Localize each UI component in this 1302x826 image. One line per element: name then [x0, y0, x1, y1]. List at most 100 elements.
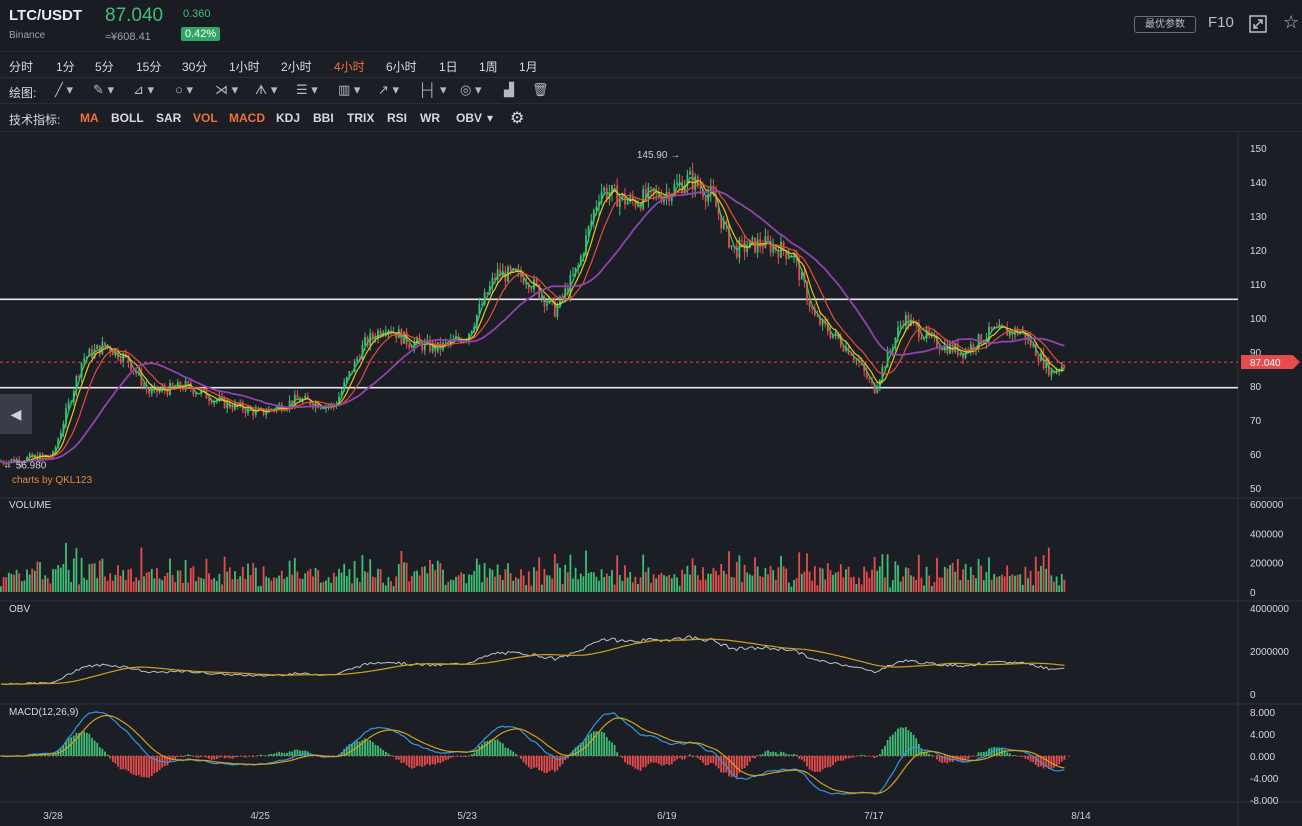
candle-body-49	[127, 355, 130, 363]
volume-bar-173	[449, 579, 452, 592]
volume-bar-197	[512, 580, 515, 592]
interval-5[interactable]: 1小时	[229, 60, 260, 74]
interval-7[interactable]: 4小时	[334, 60, 365, 74]
candle-body-212	[551, 297, 554, 300]
optimal-params-button[interactable]: 最优参数	[1134, 16, 1196, 33]
interval-11[interactable]: 1月	[519, 60, 538, 74]
gear-icon[interactable]: ⚙	[510, 110, 525, 127]
volume-bar-335	[871, 569, 873, 592]
gann-tool-icon[interactable]: ▥ ▾	[338, 82, 361, 97]
macd-hist-319	[829, 756, 832, 768]
macd-hist-276	[717, 756, 720, 769]
indicator-rsi[interactable]: RSI	[387, 111, 408, 125]
interval-4[interactable]: 30分	[182, 60, 208, 74]
macd-hist-251	[652, 756, 655, 763]
measure-tool-icon[interactable]: ├┤ ▾	[418, 82, 447, 97]
indicator-boll[interactable]: BOLL	[111, 111, 144, 125]
volume-bar-310	[806, 553, 808, 592]
indicator-bar: 技术指标: MA BOLL SAR VOL MACD KDJ BBI TRIX RSI WR OBV…	[0, 104, 1302, 132]
indicator-vol[interactable]: VOL	[193, 111, 218, 125]
volume-bar-322	[837, 571, 840, 592]
volume-bar-138	[358, 582, 361, 592]
interval-10[interactable]: 1周	[479, 60, 498, 74]
star-icon[interactable]: ☆	[1283, 12, 1300, 32]
chart-tool-icon[interactable]: ▟	[504, 82, 514, 97]
volume-bar-213	[553, 553, 556, 592]
macd-hist-254	[660, 756, 663, 766]
candle-body-319	[829, 331, 832, 338]
chart-canvas[interactable]: 150 140 130 120 110 100 90 80 70 60 50 3/28 4/25 5/23…	[0, 132, 1302, 826]
volume-bar-361	[938, 577, 941, 592]
macd-hist-145	[377, 745, 379, 756]
indicator-ma[interactable]: MA	[80, 111, 99, 125]
line-tool-icon[interactable]: ╱ ▾	[55, 82, 73, 97]
volume-bar-404	[1050, 575, 1053, 592]
candle-body-192	[499, 269, 502, 276]
macd-hist-297	[772, 751, 775, 756]
macd-hist-91	[236, 756, 239, 758]
macd-hist-68	[176, 756, 179, 758]
volume-bar-369	[959, 580, 962, 592]
macd-hist-331	[860, 754, 863, 756]
arrow-tool-icon[interactable]: ↗ ▾	[378, 82, 400, 97]
interval-2[interactable]: 5分	[95, 60, 114, 74]
macd-hist-233	[605, 737, 608, 756]
collapse-arrow-icon[interactable]: ◀	[0, 394, 32, 434]
indicator-sar[interactable]: SAR	[156, 111, 182, 125]
macd-dea-line	[1, 714, 1065, 794]
macd-hist-88	[228, 756, 231, 759]
macd-hist-363	[943, 756, 946, 763]
channel-tool-icon[interactable]: ⊿ ▾	[133, 82, 155, 97]
chart-area[interactable]: 150 140 130 120 110 100 90 80 70 60 50 3/28 4/25 5/23…	[0, 132, 1302, 826]
indicator-kdj[interactable]: KDJ	[276, 111, 301, 125]
fullscreen-icon[interactable]	[1249, 15, 1267, 33]
macd-hist-402	[1045, 756, 1048, 768]
indicator-obv[interactable]: OBV	[456, 111, 483, 125]
candle-body-144	[374, 337, 377, 340]
volume-bar-16	[41, 579, 44, 592]
volume-bar-263	[683, 574, 686, 592]
fork-tool-icon[interactable]: ᗑ ▾	[255, 82, 278, 97]
macd-hist-113	[293, 749, 296, 756]
candle-body-237	[616, 185, 619, 207]
indicator-macd[interactable]: MACD	[229, 111, 265, 125]
volume-bar-39	[101, 558, 104, 592]
pen-tool-icon[interactable]: ✎ ▾	[93, 82, 115, 97]
volume-bar-309	[803, 571, 806, 592]
candle-body-354	[920, 337, 923, 340]
pattern-tool-icon[interactable]: ⋊ ▾	[215, 82, 239, 97]
macd-hist-211	[548, 756, 551, 772]
volume-bar-365	[949, 565, 951, 592]
f10-button[interactable]: F10	[1208, 14, 1234, 31]
interval-8[interactable]: 6小时	[386, 60, 417, 74]
macd-hist-22	[57, 750, 60, 756]
volume-bar-112	[291, 574, 294, 592]
volume-bar-262	[681, 569, 684, 592]
candle-body-180	[468, 333, 470, 341]
interval-9[interactable]: 1日	[439, 60, 458, 74]
symbol[interactable]: LTC/USDT	[9, 7, 83, 24]
indicator-bbi[interactable]: BBI	[313, 111, 334, 125]
macd-hist-64	[166, 756, 169, 766]
indicator-dropdown-icon[interactable]: ▾	[487, 111, 494, 125]
volume-bar-189	[491, 569, 494, 592]
macd-hist-271	[704, 756, 707, 766]
trash-icon[interactable]: 🗑	[532, 82, 549, 97]
volume-bar-283	[735, 561, 738, 592]
annotation-tool-icon[interactable]: ◎ ▾	[460, 82, 482, 97]
interval-1[interactable]: 1分	[56, 60, 75, 74]
fib-tool-icon[interactable]: ☰ ▾	[296, 82, 318, 97]
candle-body-16	[41, 453, 44, 456]
interval-6[interactable]: 2小时	[281, 60, 312, 74]
cny-price: ≈¥608.41	[105, 31, 151, 43]
indicator-trix[interactable]: TRIX	[347, 111, 375, 125]
interval-0[interactable]: 分时	[9, 60, 34, 74]
shape-tool-icon[interactable]: ○ ▾	[175, 82, 193, 97]
macd-hist-193	[501, 743, 504, 756]
price-tick-6: 90	[1250, 348, 1262, 359]
drawing-toolbar: 绘图: ╱ ▾ ✎ ▾ ⊿ ▾ ○ ▾ ⋊ ▾ ᗑ ▾ ☰ ▾ ▥ ▾ ↗ ▾ ├┤ ▾ ◎ ▾ ▟ 🗑	[0, 78, 1302, 104]
volume-bar-187	[486, 577, 489, 592]
candle-body-315	[819, 316, 821, 325]
indicator-wr[interactable]: WR	[420, 111, 440, 125]
interval-3[interactable]: 15分	[136, 60, 162, 74]
